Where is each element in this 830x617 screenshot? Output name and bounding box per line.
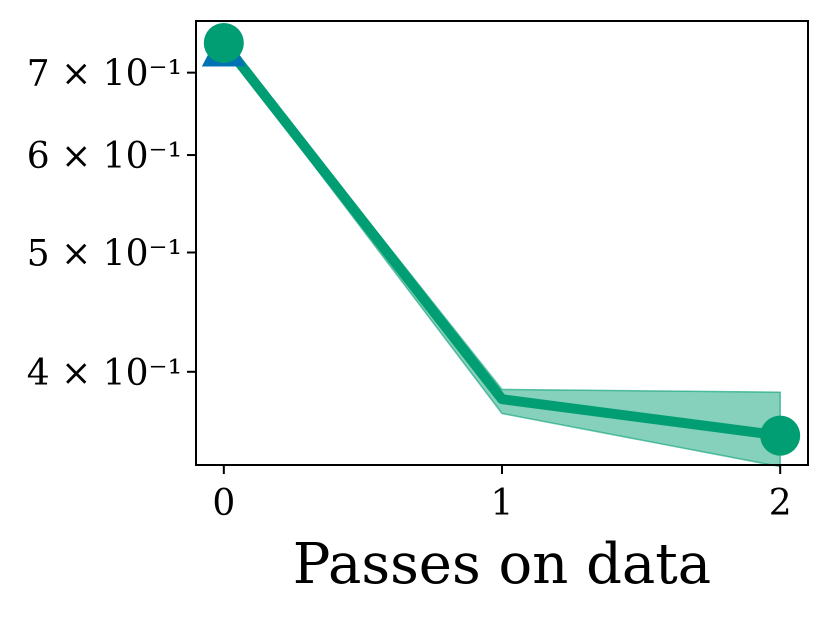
series-line-layer bbox=[218, 37, 786, 441]
x-tick-label-2: 2 bbox=[769, 483, 792, 524]
y-tick-label-1: 6 × 10⁻¹ bbox=[27, 136, 182, 177]
x-tick-label-1: 1 bbox=[491, 483, 514, 524]
tick-layer: 0 1 2 7 × 10⁻¹ 6 × 10⁻¹ 5 × 10⁻¹ 4 × 10⁻¹ bbox=[27, 54, 792, 524]
y-tick-label-2: 5 × 10⁻¹ bbox=[27, 234, 182, 275]
x-axis-title: Passes on data bbox=[293, 532, 711, 597]
y-tick-label-3: 4 × 10⁻¹ bbox=[27, 353, 182, 394]
y-tick-label-0: 7 × 10⁻¹ bbox=[27, 54, 182, 95]
series-0-line bbox=[218, 37, 786, 441]
x-tick-label-0: 0 bbox=[212, 483, 235, 524]
series-0-marker-0 bbox=[203, 22, 244, 63]
series-0-marker-2 bbox=[760, 415, 801, 456]
marker-layer bbox=[201, 22, 801, 456]
